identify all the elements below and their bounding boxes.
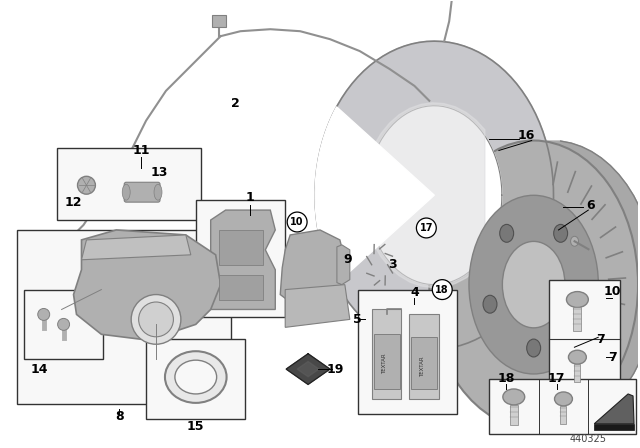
Bar bbox=[24, 289, 103, 359]
Text: 5: 5 bbox=[353, 313, 362, 326]
Bar bbox=[212, 15, 225, 27]
Bar bbox=[374, 334, 399, 389]
Text: 15: 15 bbox=[187, 420, 205, 433]
Polygon shape bbox=[595, 394, 634, 424]
Bar bbox=[489, 379, 636, 434]
Text: 1: 1 bbox=[246, 191, 255, 204]
Text: 11: 11 bbox=[132, 144, 150, 157]
Ellipse shape bbox=[38, 309, 50, 320]
Text: TEXTAR: TEXTAR bbox=[382, 354, 387, 375]
Polygon shape bbox=[543, 141, 640, 428]
Text: 8: 8 bbox=[115, 410, 124, 423]
Ellipse shape bbox=[139, 302, 173, 337]
Bar bbox=[358, 289, 457, 414]
Polygon shape bbox=[286, 354, 330, 384]
Ellipse shape bbox=[131, 294, 181, 344]
Polygon shape bbox=[74, 230, 221, 339]
Circle shape bbox=[287, 212, 307, 232]
Text: 12: 12 bbox=[65, 196, 83, 209]
Polygon shape bbox=[337, 245, 350, 284]
Text: 7: 7 bbox=[596, 333, 605, 346]
Ellipse shape bbox=[483, 295, 497, 313]
Ellipse shape bbox=[554, 392, 572, 406]
Bar bbox=[57, 148, 201, 220]
Ellipse shape bbox=[502, 241, 565, 328]
Text: 6: 6 bbox=[586, 198, 595, 211]
Bar bbox=[372, 310, 401, 399]
Bar bbox=[561, 406, 566, 424]
Text: 14: 14 bbox=[31, 362, 49, 375]
Text: 3: 3 bbox=[388, 258, 397, 271]
Ellipse shape bbox=[527, 339, 541, 357]
Polygon shape bbox=[280, 230, 345, 310]
Ellipse shape bbox=[165, 351, 227, 403]
Bar bbox=[412, 337, 437, 389]
Bar bbox=[575, 364, 580, 382]
Ellipse shape bbox=[570, 295, 584, 313]
Text: 440325: 440325 bbox=[570, 434, 607, 444]
Ellipse shape bbox=[503, 389, 525, 405]
Ellipse shape bbox=[154, 184, 162, 200]
FancyBboxPatch shape bbox=[124, 182, 160, 202]
Polygon shape bbox=[315, 41, 554, 349]
Text: 18: 18 bbox=[497, 371, 515, 384]
Text: 10: 10 bbox=[604, 285, 621, 298]
Ellipse shape bbox=[175, 360, 217, 394]
Text: 18: 18 bbox=[435, 284, 449, 295]
Ellipse shape bbox=[469, 195, 598, 374]
Polygon shape bbox=[363, 103, 485, 288]
Text: 19: 19 bbox=[326, 362, 344, 375]
Ellipse shape bbox=[429, 141, 638, 429]
Text: 17: 17 bbox=[420, 223, 433, 233]
Bar bbox=[573, 307, 581, 332]
Bar bbox=[595, 424, 634, 430]
Ellipse shape bbox=[77, 177, 95, 194]
Polygon shape bbox=[297, 362, 319, 377]
Bar bbox=[196, 200, 285, 318]
Polygon shape bbox=[315, 107, 435, 284]
Bar bbox=[510, 405, 518, 425]
Bar bbox=[410, 314, 439, 399]
Bar bbox=[548, 280, 620, 399]
Ellipse shape bbox=[500, 224, 514, 242]
Ellipse shape bbox=[122, 184, 130, 200]
Text: TEXTAR: TEXTAR bbox=[420, 357, 425, 377]
Text: 7: 7 bbox=[608, 351, 616, 364]
Polygon shape bbox=[81, 235, 191, 260]
Bar bbox=[219, 275, 263, 300]
Text: 4: 4 bbox=[410, 286, 419, 299]
Bar bbox=[146, 339, 246, 419]
Text: 16: 16 bbox=[518, 129, 536, 142]
Bar bbox=[17, 230, 230, 404]
Ellipse shape bbox=[58, 319, 70, 330]
Text: 17: 17 bbox=[548, 371, 565, 384]
Circle shape bbox=[417, 218, 436, 238]
Text: 2: 2 bbox=[231, 97, 240, 110]
Ellipse shape bbox=[566, 292, 588, 307]
Text: 10: 10 bbox=[291, 217, 304, 227]
Bar bbox=[219, 230, 263, 265]
Polygon shape bbox=[211, 210, 275, 310]
Text: 9: 9 bbox=[344, 253, 352, 266]
Ellipse shape bbox=[568, 350, 586, 364]
Circle shape bbox=[432, 280, 452, 300]
Ellipse shape bbox=[571, 236, 579, 246]
Polygon shape bbox=[285, 284, 350, 327]
Polygon shape bbox=[367, 106, 502, 284]
Text: 13: 13 bbox=[150, 166, 168, 179]
Ellipse shape bbox=[554, 224, 568, 242]
